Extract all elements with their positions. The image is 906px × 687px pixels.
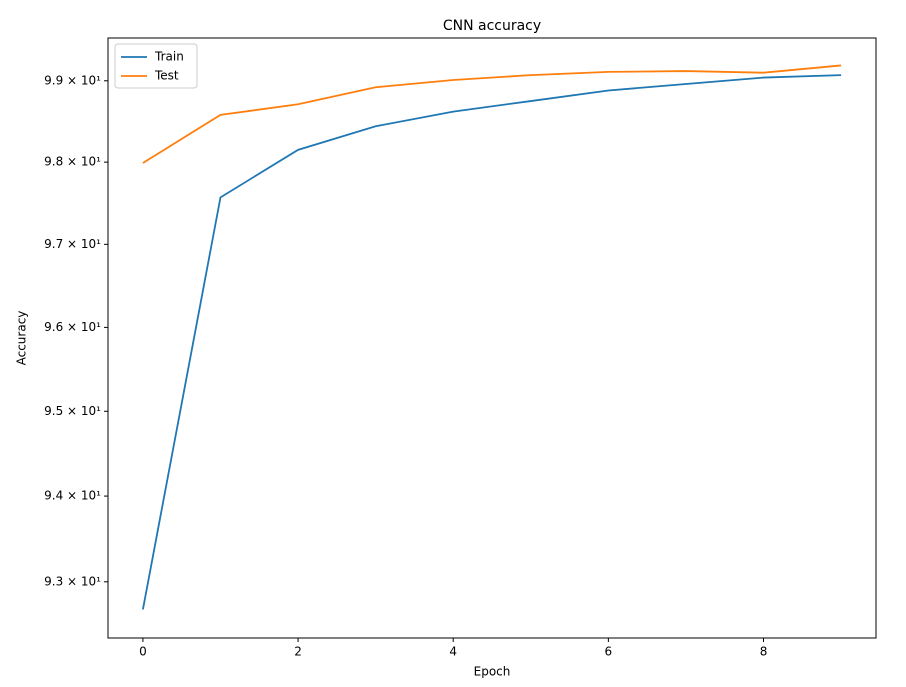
chart-title: CNN accuracy	[443, 18, 541, 34]
legend-label: Test	[154, 69, 179, 83]
x-tick-label: 0	[139, 645, 147, 659]
y-tick-label: 9.3 × 10¹	[44, 574, 101, 588]
y-tick-label: 9.9 × 10¹	[44, 73, 101, 87]
legend-label: Train	[154, 50, 184, 64]
y-tick-label: 9.5 × 10¹	[44, 404, 101, 418]
plot-frame	[107, 37, 877, 639]
line-series	[142, 74, 842, 610]
x-tick-label: 6	[605, 645, 613, 659]
x-tick-label: 8	[760, 645, 768, 659]
legend-box	[114, 43, 198, 89]
y-tick-label: 9.7 × 10¹	[44, 237, 101, 251]
x-tick-label: 4	[449, 645, 457, 659]
x-axis-label: Epoch	[474, 665, 511, 679]
y-tick-label: 9.6 × 10¹	[44, 320, 101, 334]
x-tick-label: 2	[294, 645, 302, 659]
y-tick-label: 9.8 × 10¹	[44, 155, 101, 169]
y-tick-label: 9.4 × 10¹	[44, 489, 101, 503]
line-series	[142, 64, 842, 164]
y-axis-label: Accuracy	[15, 311, 29, 366]
